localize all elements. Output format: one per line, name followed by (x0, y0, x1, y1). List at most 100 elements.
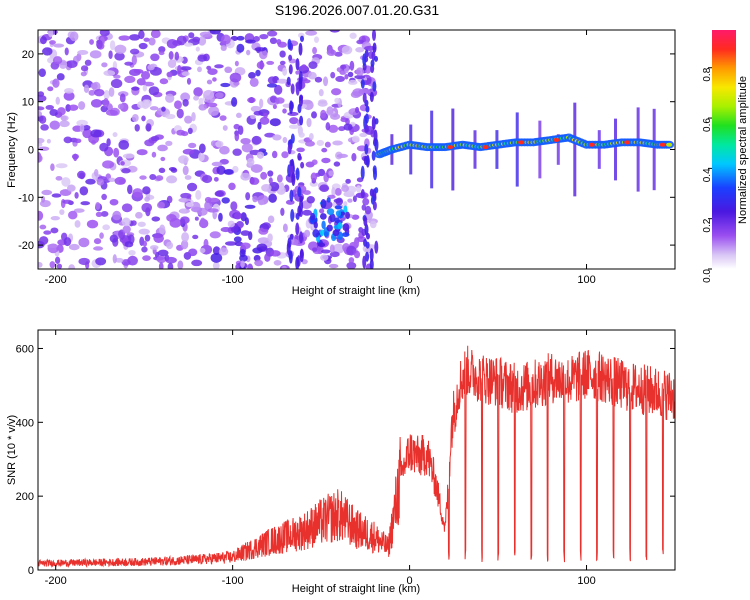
spectrogram-cell (267, 30, 278, 37)
spectrogram-cell (108, 50, 113, 60)
colorbar-tick-label: 0.8 (702, 67, 713, 81)
spectrogram-cell (218, 212, 223, 222)
spectrogram-cell (155, 175, 164, 181)
spectrogram-cell (297, 205, 302, 217)
spectrogram-cell (39, 115, 47, 124)
spectrogram-cell (138, 30, 145, 40)
spectrogram-cell (312, 247, 318, 252)
spectrogram-cell (346, 245, 357, 256)
y-tick-label: 600 (16, 343, 34, 355)
spectrogram-cell (329, 213, 336, 223)
spectrogram-cell (150, 135, 160, 142)
spectrogram-cell (538, 120, 542, 179)
spectrogram-cell (114, 257, 124, 263)
spectrogram-cell (371, 116, 376, 130)
spectrogram-cell (170, 167, 178, 173)
colorbar-tick-label: 0.2 (702, 218, 713, 232)
spectrogram-cell (268, 193, 277, 203)
spectrogram-cell (318, 89, 324, 97)
snr-series-line (38, 345, 675, 569)
spectrogram-cell (40, 124, 49, 131)
spectrogram-cell (119, 93, 126, 103)
colorbar-tick-label: 0.0 (702, 269, 713, 283)
spectrogram-cell (214, 190, 224, 197)
spectrogram-cell (55, 163, 68, 169)
spectrogram-cell (133, 69, 144, 74)
spectrogram-cell (138, 42, 148, 50)
spectrogram-cell (149, 245, 159, 250)
spectrogram-cell (207, 68, 218, 75)
spectrogram-cell (288, 64, 293, 75)
spectrogram-cell (103, 70, 116, 77)
spectrogram-cell (281, 265, 287, 269)
spectrogram-cell (74, 138, 82, 144)
spectrogram-cell (253, 110, 263, 116)
spectrogram-cell (289, 238, 299, 246)
spectrogram-cell (195, 189, 202, 200)
spectrogram-cell (188, 32, 195, 39)
spectrogram-cell (108, 87, 115, 97)
spectrogram-cell (299, 231, 304, 244)
spectrogram-cell (295, 70, 300, 75)
spectrogram-cell (335, 197, 344, 206)
spectrogram-cell (295, 167, 300, 181)
spectrogram-cell (355, 67, 364, 76)
spectrogram-cell (78, 257, 90, 266)
spectrogram-cell (355, 47, 365, 53)
spectrogram-cell (68, 104, 79, 111)
spectrogram-cell (234, 212, 242, 220)
spectrogram-cell (43, 230, 52, 235)
spectrogram-cell (332, 140, 343, 146)
y-tick-label: 0 (28, 145, 34, 157)
spectrogram-cell (141, 71, 151, 80)
spectrogram-cell (312, 229, 320, 238)
spectrogram-cell (329, 244, 335, 253)
spectrogram-cell (573, 102, 577, 197)
spectrogram-cell (79, 186, 89, 196)
spectrogram-cell (64, 88, 74, 94)
spectrogram-cell (321, 220, 326, 230)
spectrogram-cell (356, 185, 362, 193)
spectrogram-cell (222, 125, 228, 131)
spectrogram-cell (84, 59, 92, 66)
spectrogram-cell (186, 77, 192, 85)
spectrogram-cell (259, 116, 270, 125)
spectrogram-cell (666, 142, 673, 147)
spectrogram-cell (66, 60, 78, 69)
spectrogram-y-label: Frequency (Hz) (6, 112, 18, 188)
spectrogram-cell (353, 250, 361, 259)
spectrogram-cell (336, 153, 349, 158)
spectrogram-cell (298, 132, 305, 138)
y-tick-label: 200 (16, 491, 34, 503)
spectrogram-cell (207, 208, 219, 213)
spectrogram-cell (245, 192, 251, 201)
spectrogram-cell (38, 146, 50, 151)
spectrogram-cell (165, 256, 177, 264)
spectrogram-cell (356, 39, 365, 45)
spectrogram-cell (208, 106, 220, 117)
spectrogram-cell (174, 51, 180, 61)
spectrogram-cell (49, 120, 61, 130)
spectrogram-cell (225, 241, 237, 246)
spectrogram-cell (68, 243, 80, 251)
spectrogram-cell (228, 182, 236, 191)
spectrogram-cell (157, 144, 168, 152)
spectrogram-cell (345, 118, 350, 126)
spectrogram-cell (282, 223, 288, 233)
spectrogram-cell (68, 210, 78, 220)
spectrogram-cell (374, 55, 379, 62)
spectrogram-cell (156, 201, 166, 209)
spectrogram-cell (203, 89, 215, 100)
spectrogram-cell (515, 112, 519, 187)
spectrogram-cell (215, 140, 224, 148)
spectrogram-cell (249, 177, 260, 185)
spectrogram-x-ticks: -200 -100 0 100 (45, 30, 596, 286)
spectrogram-cell (597, 130, 601, 169)
spectrogram-x-label: Height of straight line (km) (292, 285, 420, 297)
spectrogram-cell (369, 248, 374, 262)
spectrogram-cell (38, 94, 47, 102)
spectrogram-cell (311, 159, 318, 165)
spectrogram-cell (168, 51, 174, 60)
spectrogram-cell (328, 170, 334, 177)
page-title: S196.2026.007.01.20.G31 (274, 2, 440, 18)
